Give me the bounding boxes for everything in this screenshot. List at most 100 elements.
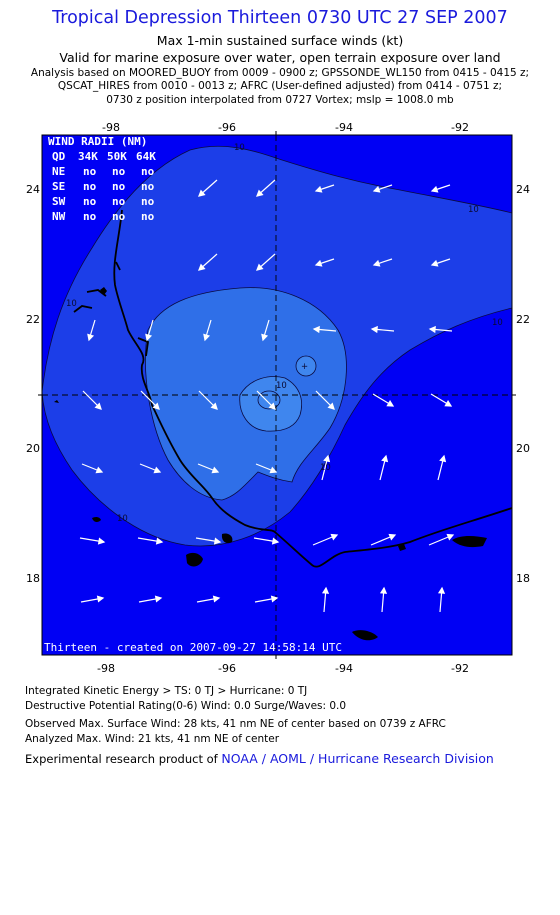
wind-radii-header: 64K [136, 150, 156, 163]
wind-vector-head [372, 185, 381, 193]
wind-vector-head [269, 466, 278, 474]
radius-value: no [141, 195, 155, 208]
lon-tick-label: -92 [451, 662, 469, 675]
islands [54, 287, 487, 641]
chart-title: Tropical Depression Thirteen 0730 UTC 27… [52, 8, 508, 28]
wind-vector-head [213, 537, 222, 545]
longitude-labels-bottom: -98 -96 -94 -92 [97, 662, 469, 675]
wind-vector-head [268, 402, 276, 410]
product-credit-prefix: Experimental research product of [25, 752, 222, 766]
wind-vector-head [430, 185, 439, 193]
wind-vector-head [388, 533, 397, 541]
lon-tick-label: -96 [218, 121, 236, 134]
contour-label: 10 [468, 205, 479, 215]
wind-vector-head [381, 454, 389, 463]
wind-vector-head [370, 325, 378, 334]
wind-vector-field [79, 179, 455, 613]
wind-vector-head [386, 400, 395, 407]
lon-tick-label: -98 [97, 662, 115, 675]
wind-vector-head [428, 325, 436, 334]
local-max-marker: + [301, 362, 308, 372]
lat-tick-label: 22 [516, 313, 530, 326]
wind-radii-header: 34K [78, 150, 98, 163]
creation-credit: Thirteen - created on 2007-09-27 14:58:1… [44, 641, 342, 654]
wind-vector-head [95, 466, 104, 474]
lon-tick-label: -92 [451, 121, 469, 134]
contour-label: 10 [234, 143, 245, 153]
radius-value: no [141, 180, 155, 193]
wind-vector-head [198, 189, 206, 197]
quadrant-label: SE [52, 180, 65, 193]
wind-vector-head [314, 185, 323, 193]
radius-value: no [112, 180, 126, 193]
radius-value: no [141, 165, 155, 178]
latitude-labels-right: 24 22 20 18 [516, 183, 530, 585]
wind-vector-head [87, 333, 95, 342]
secondary-max-contour [295, 355, 317, 377]
wind-vector-head [430, 259, 439, 267]
lat-tick-label: 24 [516, 183, 530, 196]
wind-vector-head [444, 400, 453, 407]
wind-radii-header: QD [52, 150, 66, 163]
wind-vector-head [327, 402, 335, 410]
wind-vector-head [261, 333, 269, 342]
wind-vector-head [97, 537, 106, 545]
lat-tick-label: 22 [26, 313, 40, 326]
radius-value: no [83, 195, 97, 208]
latitude-labels-left: 24 22 20 18 [26, 183, 40, 585]
wind-vector-head [256, 263, 264, 271]
wind-radii-header: 50K [107, 150, 127, 163]
radius-value: no [112, 165, 126, 178]
product-credit: Experimental research product of NOAA / … [25, 751, 494, 766]
wind-vector-head [321, 586, 330, 594]
observed-max-wind: Observed Max. Surface Wind: 28 kts, 41 n… [25, 718, 446, 730]
wind-vector-head [256, 189, 264, 197]
radius-value: no [112, 210, 126, 223]
lon-tick-label: -96 [218, 662, 236, 675]
lon-tick-label: -94 [335, 662, 353, 675]
wind-vector-head [437, 586, 446, 594]
analysis-sources-line-1: Analysis based on MOORED_BUOY from 0009 … [30, 67, 530, 79]
noaa-hrd-link[interactable]: NOAA / AOML / Hurricane Research Divisio… [221, 751, 494, 766]
lat-tick-label: 20 [26, 442, 40, 455]
radius-value: no [83, 210, 97, 223]
radius-value: no [83, 165, 97, 178]
wind-vector-head [446, 533, 455, 541]
wind-vector-head [270, 595, 279, 603]
wind-vector-head [212, 595, 221, 603]
axis-ticks [38, 131, 516, 659]
validity-note: Valid for marine exposure over water, op… [59, 50, 501, 65]
analysis-sources-line-2: QSCAT_HIRES from 0010 - 0013 z; AFRC (Us… [57, 80, 503, 92]
inner-contour [257, 390, 281, 410]
wind-vector-head [94, 402, 102, 410]
wind-field-plot: + 10 10 10 10 10 10 10 [42, 135, 512, 655]
wind-vector-head [323, 454, 331, 463]
radius-value: no [83, 180, 97, 193]
lat-tick-label: 24 [26, 183, 40, 196]
wind-vector-head [312, 325, 320, 334]
contour-label: 10 [492, 318, 503, 328]
quadrant-label: SW [52, 195, 66, 208]
quadrant-label: NW [52, 210, 66, 223]
wind-radii-table: WIND RADII (NM) QD 34K 50K 64K NE no no … [48, 135, 156, 223]
contour-label: 10 [66, 299, 77, 309]
wind-vector-head [96, 595, 105, 603]
contour-label: 10 [276, 381, 287, 391]
wind-vector-head [372, 259, 381, 267]
wind-vector-head [211, 466, 220, 474]
chart-subtitle: Max 1-min sustained surface winds (kt) [156, 33, 404, 48]
lat-tick-label: 18 [26, 572, 40, 585]
lon-tick-label: -98 [102, 121, 120, 134]
lat-tick-label: 20 [516, 442, 530, 455]
wind-vector-head [145, 333, 153, 342]
analysis-sources-line-3: 0730 z position interpolated from 0727 V… [106, 94, 454, 106]
wind-vector-head [155, 537, 164, 545]
wind-vector-head [379, 586, 388, 594]
analyzed-max-wind: Analyzed Max. Wind: 21 kts, 41 nm NE of … [25, 733, 280, 745]
wind-vector-head [210, 402, 218, 410]
wind-vector-head [314, 259, 323, 267]
lat-tick-label: 18 [516, 572, 530, 585]
longitude-labels-top: -98 -96 -94 -92 [102, 121, 469, 134]
destructive-potential-rating: Destructive Potential Rating(0-6) Wind: … [25, 700, 347, 712]
ike-summary: Integrated Kinetic Energy > TS: 0 TJ > H… [25, 685, 308, 697]
